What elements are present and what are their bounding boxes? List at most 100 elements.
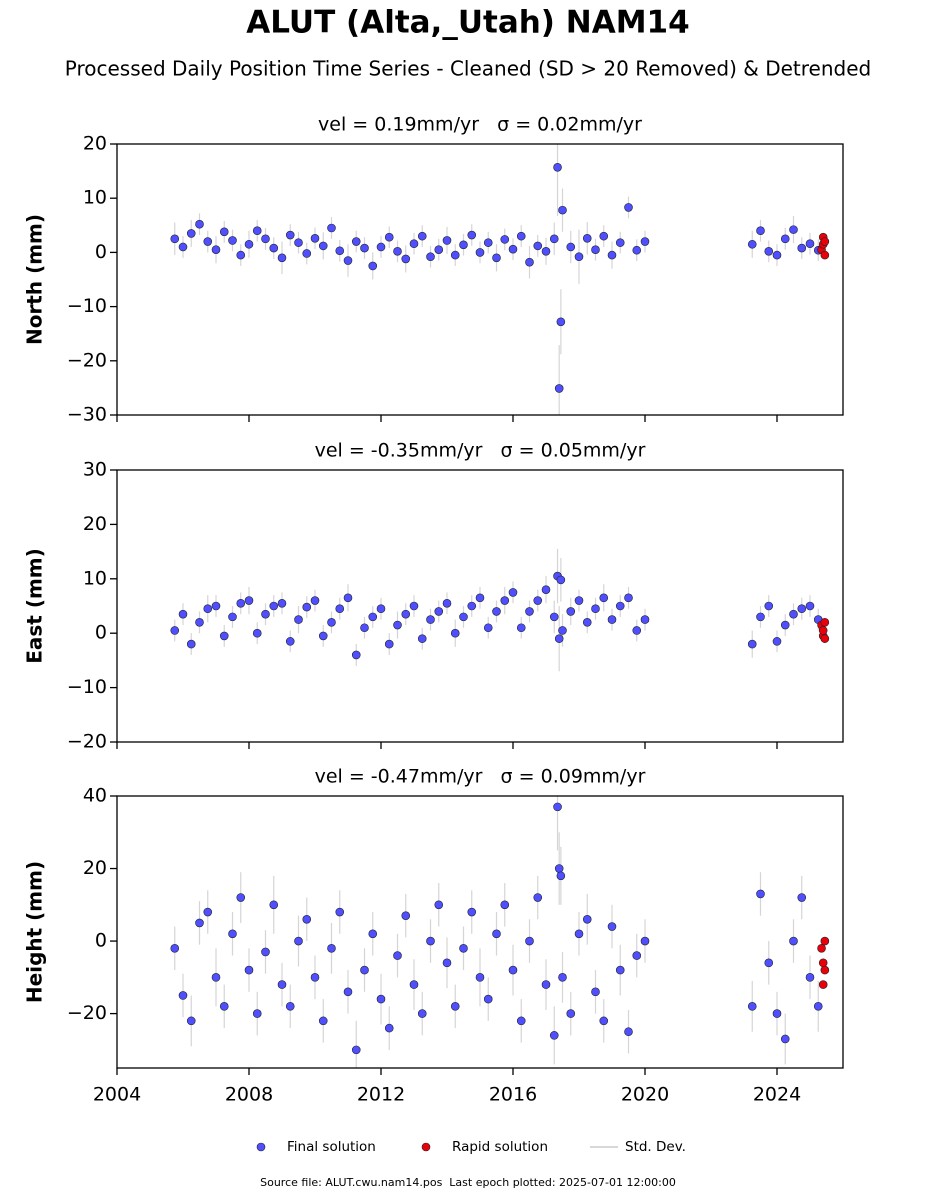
point <box>442 598 452 608</box>
point <box>327 944 336 953</box>
point <box>632 245 642 255</box>
point <box>376 604 386 614</box>
panel-title: vel = -0.47mm/yr σ = 0.09mm/yr <box>315 766 646 788</box>
point <box>302 915 312 924</box>
point <box>640 936 650 946</box>
point <box>780 234 790 244</box>
point <box>244 965 254 975</box>
point <box>541 585 551 594</box>
y-tick-label: 0 <box>95 930 107 952</box>
point <box>261 609 270 619</box>
point <box>376 994 386 1004</box>
point <box>492 253 501 263</box>
point <box>401 254 411 264</box>
point <box>615 601 625 611</box>
point <box>541 247 551 256</box>
point <box>294 615 303 624</box>
point <box>261 234 270 244</box>
axes-frame <box>116 795 844 1069</box>
point <box>607 615 617 624</box>
point <box>805 973 815 982</box>
point <box>368 612 378 622</box>
point <box>277 253 287 263</box>
y-tick-label: −20 <box>67 349 107 371</box>
point <box>203 907 213 917</box>
point <box>211 973 221 982</box>
point <box>797 243 807 253</box>
point <box>285 1002 295 1011</box>
point <box>360 623 369 633</box>
point <box>426 936 435 946</box>
point <box>780 1034 790 1044</box>
point <box>310 234 320 243</box>
point <box>640 237 650 246</box>
point <box>475 593 485 603</box>
point <box>554 384 564 393</box>
point <box>459 612 468 622</box>
point <box>756 226 765 236</box>
point <box>393 247 402 256</box>
y-tick-label: 10 <box>83 567 107 589</box>
point <box>459 944 468 953</box>
point <box>442 958 452 968</box>
point <box>343 987 353 997</box>
point <box>747 639 757 649</box>
point <box>797 604 807 614</box>
point <box>351 237 361 246</box>
point <box>442 236 452 245</box>
point <box>820 618 830 627</box>
point <box>327 618 336 627</box>
point <box>624 593 633 603</box>
point <box>327 223 336 233</box>
y-tick-label: 20 <box>83 857 107 879</box>
point <box>492 929 501 939</box>
point <box>516 1016 526 1026</box>
point <box>393 620 402 630</box>
point <box>764 601 774 611</box>
point <box>186 229 196 238</box>
panel-title: vel = 0.19mm/yr σ = 0.02mm/yr <box>318 114 642 136</box>
y-tick-label: 10 <box>83 187 107 209</box>
point <box>817 944 826 953</box>
x-tick-label: 2012 <box>357 1084 405 1106</box>
figure-subtitle: Processed Daily Position Time Series - C… <box>65 57 871 81</box>
figure-title: ALUT (Alta,_Utah) NAM14 <box>246 5 689 41</box>
point <box>747 239 757 249</box>
y-tick-label: 40 <box>83 785 107 807</box>
point <box>591 987 600 997</box>
point <box>450 1002 460 1011</box>
x-tick-label: 2004 <box>93 1084 141 1106</box>
point <box>558 205 567 215</box>
point <box>434 607 444 616</box>
point <box>582 915 592 924</box>
point <box>409 601 419 611</box>
point <box>820 237 830 246</box>
point <box>556 317 566 327</box>
y-tick-label: 20 <box>83 513 107 535</box>
point <box>434 245 444 254</box>
point <box>186 1016 196 1026</box>
point <box>310 973 320 982</box>
point <box>805 601 815 611</box>
point <box>500 596 510 605</box>
point <box>533 241 543 251</box>
point <box>170 944 180 953</box>
legend-final-marker <box>256 1142 266 1152</box>
point <box>351 1045 361 1055</box>
point <box>417 231 427 241</box>
point <box>632 626 642 635</box>
point <box>780 620 790 630</box>
point <box>475 248 485 257</box>
point <box>508 588 518 597</box>
point <box>813 1002 823 1011</box>
point <box>558 626 567 635</box>
point <box>591 604 600 614</box>
point <box>426 252 435 262</box>
point <box>294 936 303 946</box>
point <box>269 601 279 611</box>
point <box>211 601 221 611</box>
point <box>335 907 345 917</box>
point <box>818 958 828 968</box>
point <box>384 232 394 242</box>
point <box>228 929 237 939</box>
